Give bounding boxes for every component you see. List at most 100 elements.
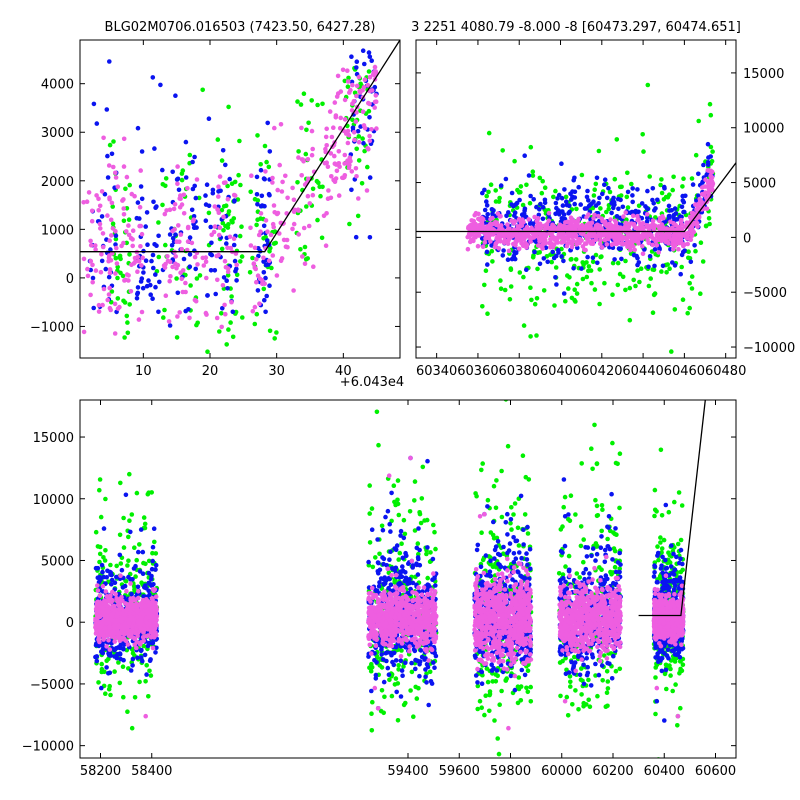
zoom-point-blue — [135, 291, 140, 297]
season-point-blue — [559, 195, 565, 201]
zoom-point-blue — [224, 278, 229, 284]
season-point-green — [517, 270, 523, 275]
full-point-blue — [150, 640, 156, 646]
zoom-point-pink — [203, 310, 209, 316]
full-point-blue — [123, 492, 129, 498]
full-point-green — [479, 705, 485, 710]
season-point-green — [633, 283, 638, 289]
zoom-point-pink — [263, 218, 269, 223]
season-point-green — [541, 288, 547, 293]
full-point-green — [127, 518, 132, 523]
full-point-green — [97, 551, 103, 557]
full-point-green — [668, 666, 673, 672]
zoom-point-pink — [371, 70, 377, 75]
zoom-point-green — [356, 134, 362, 139]
zoom-point-blue — [150, 252, 156, 258]
full-point-green — [108, 562, 113, 568]
full-point-blue — [115, 652, 120, 657]
season-point-green — [530, 173, 536, 178]
full-point-green — [103, 548, 108, 553]
season-point-green — [618, 193, 624, 198]
season-point-pink — [505, 241, 511, 246]
zoom-point-blue — [267, 283, 272, 289]
full-point-green — [493, 505, 499, 511]
zoom-point-green — [237, 138, 242, 144]
full-point-green — [528, 684, 533, 690]
full-point-blue — [425, 458, 430, 464]
season-point-green — [493, 188, 499, 193]
zoom-point-blue — [361, 140, 366, 146]
zoom-point-blue — [187, 264, 193, 270]
zoom-point-green — [174, 335, 180, 340]
full-point-blue — [387, 557, 392, 562]
zoom-point-pink — [167, 207, 173, 213]
zoom-point-pink — [138, 244, 143, 249]
zoom-point-blue — [148, 292, 153, 298]
season-point-pink — [635, 213, 640, 219]
season-point-green — [671, 174, 676, 180]
zoom-point-pink — [340, 175, 345, 181]
full-point-blue — [416, 556, 421, 562]
full-point-green — [495, 736, 501, 741]
zoom-point-pink — [124, 229, 129, 234]
season-point-green — [651, 292, 657, 298]
full-point-blue — [385, 650, 390, 655]
season-point-pink — [555, 240, 560, 245]
full-point-green — [577, 575, 582, 580]
season-point-blue — [650, 186, 656, 191]
zoom-point-green — [239, 254, 245, 259]
season-point-blue — [560, 209, 565, 214]
season-point-blue — [616, 206, 621, 212]
full-point-green — [134, 557, 139, 563]
zoom-point-blue — [153, 272, 158, 277]
zoom-point-pink — [178, 196, 183, 202]
full-point-green — [610, 440, 615, 446]
zoom-point-green — [194, 322, 199, 328]
season-point-green — [648, 276, 653, 281]
zoom-point-pink — [345, 140, 351, 146]
season-point-green — [651, 267, 657, 273]
zoom-point-blue — [203, 218, 209, 223]
zoom-point-green — [271, 241, 277, 246]
zoom-point-pink — [332, 161, 338, 166]
full-point-green — [528, 699, 534, 704]
full-point-green — [123, 578, 129, 584]
season-point-pink — [505, 222, 510, 227]
full-point-blue — [393, 658, 399, 663]
full-point-green — [382, 694, 387, 700]
zoom-point-pink — [334, 168, 340, 174]
season-point-green — [553, 188, 558, 194]
season-point-blue — [705, 141, 711, 147]
full-point-blue — [376, 560, 381, 566]
season-point-pink — [541, 240, 547, 245]
full-point-blue — [140, 549, 146, 555]
season-point-green — [572, 287, 577, 293]
zoom-point-pink — [121, 240, 126, 246]
season-point-green — [627, 285, 633, 291]
full-point-green — [130, 650, 136, 656]
zoom-point-green — [362, 148, 367, 154]
full-point-green — [678, 705, 683, 711]
zoom-point-pink — [372, 105, 378, 110]
zoom-point-pink — [328, 151, 334, 156]
season-point-green — [700, 259, 706, 264]
zoom-point-pink — [356, 196, 361, 201]
zoom-point-green — [226, 209, 232, 214]
zoom-point-blue — [255, 288, 261, 293]
zoom-point-blue — [187, 252, 193, 257]
season-point-blue — [590, 255, 596, 260]
season-point-blue — [559, 254, 564, 259]
season-point-blue — [538, 201, 543, 207]
full-point-blue — [373, 672, 379, 678]
full-point-green — [492, 718, 497, 723]
season-point-green — [640, 132, 645, 137]
zoom-point-green — [258, 162, 264, 167]
zoom-point-pink — [299, 125, 304, 131]
zoom-point-pink — [165, 253, 170, 259]
season-point-green — [598, 206, 603, 211]
zoom-point-pink — [225, 269, 231, 275]
full-point-green — [572, 654, 577, 660]
zoom-point-pink — [84, 199, 90, 204]
zoom-point-blue — [259, 193, 265, 199]
